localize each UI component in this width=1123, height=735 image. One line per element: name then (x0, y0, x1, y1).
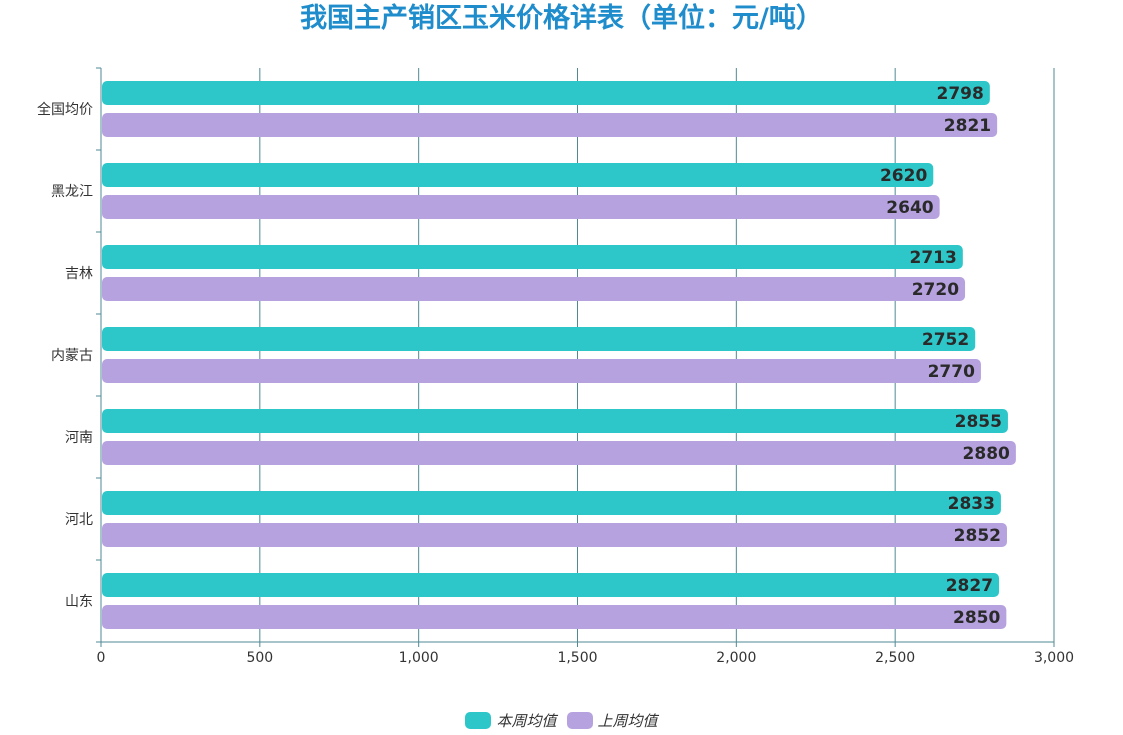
labels: 全国均价 2798 2821 黑龙江 2620 2640 吉林 2713 2720 内蒙古 2752… (37, 84, 1010, 628)
bar-last-week[interactable] (102, 359, 981, 383)
y-category-label: 内蒙古 (51, 348, 93, 364)
bar-this-week[interactable] (102, 409, 1008, 433)
axes: 0 500 1,000 1,500 2,000 2,500 3,000 (96, 67, 1074, 666)
bar-last-week[interactable] (102, 523, 1007, 547)
bar-value-label: 2855 (955, 412, 1002, 432)
y-category-label: 吉林 (65, 266, 93, 282)
bar-last-week[interactable] (102, 605, 1007, 629)
x-tick-label: 0 (97, 650, 106, 666)
y-category-label: 河南 (65, 430, 93, 446)
y-category-label: 全国均价 (37, 101, 93, 118)
bar-value-label: 2620 (880, 166, 927, 186)
y-category-label: 河北 (65, 512, 93, 528)
bar-this-week[interactable] (102, 491, 1001, 515)
bar-this-week[interactable] (102, 573, 1000, 597)
bar-value-label: 2850 (953, 608, 1000, 628)
legend-label-this-week: 本周均值 (496, 711, 557, 730)
bar-value-label: 2827 (946, 576, 993, 596)
bar-last-week[interactable] (102, 441, 1016, 465)
bar-value-label: 2798 (937, 84, 984, 104)
bar-value-label: 2880 (963, 444, 1010, 464)
legend-item-this-week[interactable]: 本周均值 (465, 710, 557, 731)
x-tick-label: 2,500 (875, 650, 915, 666)
bar-value-label: 2752 (922, 330, 969, 350)
legend-swatch-last-week (566, 711, 593, 729)
legend-swatch-this-week (465, 711, 492, 729)
bar-value-label: 2770 (928, 362, 975, 382)
bar-value-label: 2640 (886, 198, 933, 218)
bar-this-week[interactable] (102, 327, 976, 351)
x-tick-label: 3,000 (1034, 650, 1074, 666)
bars (102, 81, 1016, 629)
y-category-label: 黑龙江 (51, 184, 93, 200)
bar-last-week[interactable] (102, 195, 940, 219)
bar-value-label: 2833 (948, 494, 995, 514)
chart-title: 我国主产销区玉米价格详表（单位：元/吨） (300, 3, 823, 34)
bar-last-week[interactable] (102, 277, 966, 301)
x-tick-label: 500 (246, 650, 273, 666)
bar-value-label: 2713 (910, 248, 957, 268)
legend: 本周均值 上周均值 (0, 708, 1123, 732)
bar-value-label: 2720 (912, 280, 959, 300)
bar-this-week[interactable] (102, 245, 963, 269)
bar-this-week[interactable] (102, 81, 990, 105)
bar-value-label: 2852 (954, 526, 1001, 546)
legend-item-last-week[interactable]: 上周均值 (566, 710, 658, 731)
grid-lines (259, 68, 1055, 642)
x-tick-label: 1,000 (399, 650, 439, 666)
bar-value-label: 2821 (944, 116, 991, 136)
legend-label-last-week: 上周均值 (597, 711, 658, 730)
y-category-label: 山东 (65, 594, 93, 610)
x-tick-label: 2,000 (716, 650, 756, 666)
bar-this-week[interactable] (102, 163, 934, 187)
x-tick-label: 1,500 (557, 650, 597, 666)
bar-last-week[interactable] (102, 113, 998, 137)
